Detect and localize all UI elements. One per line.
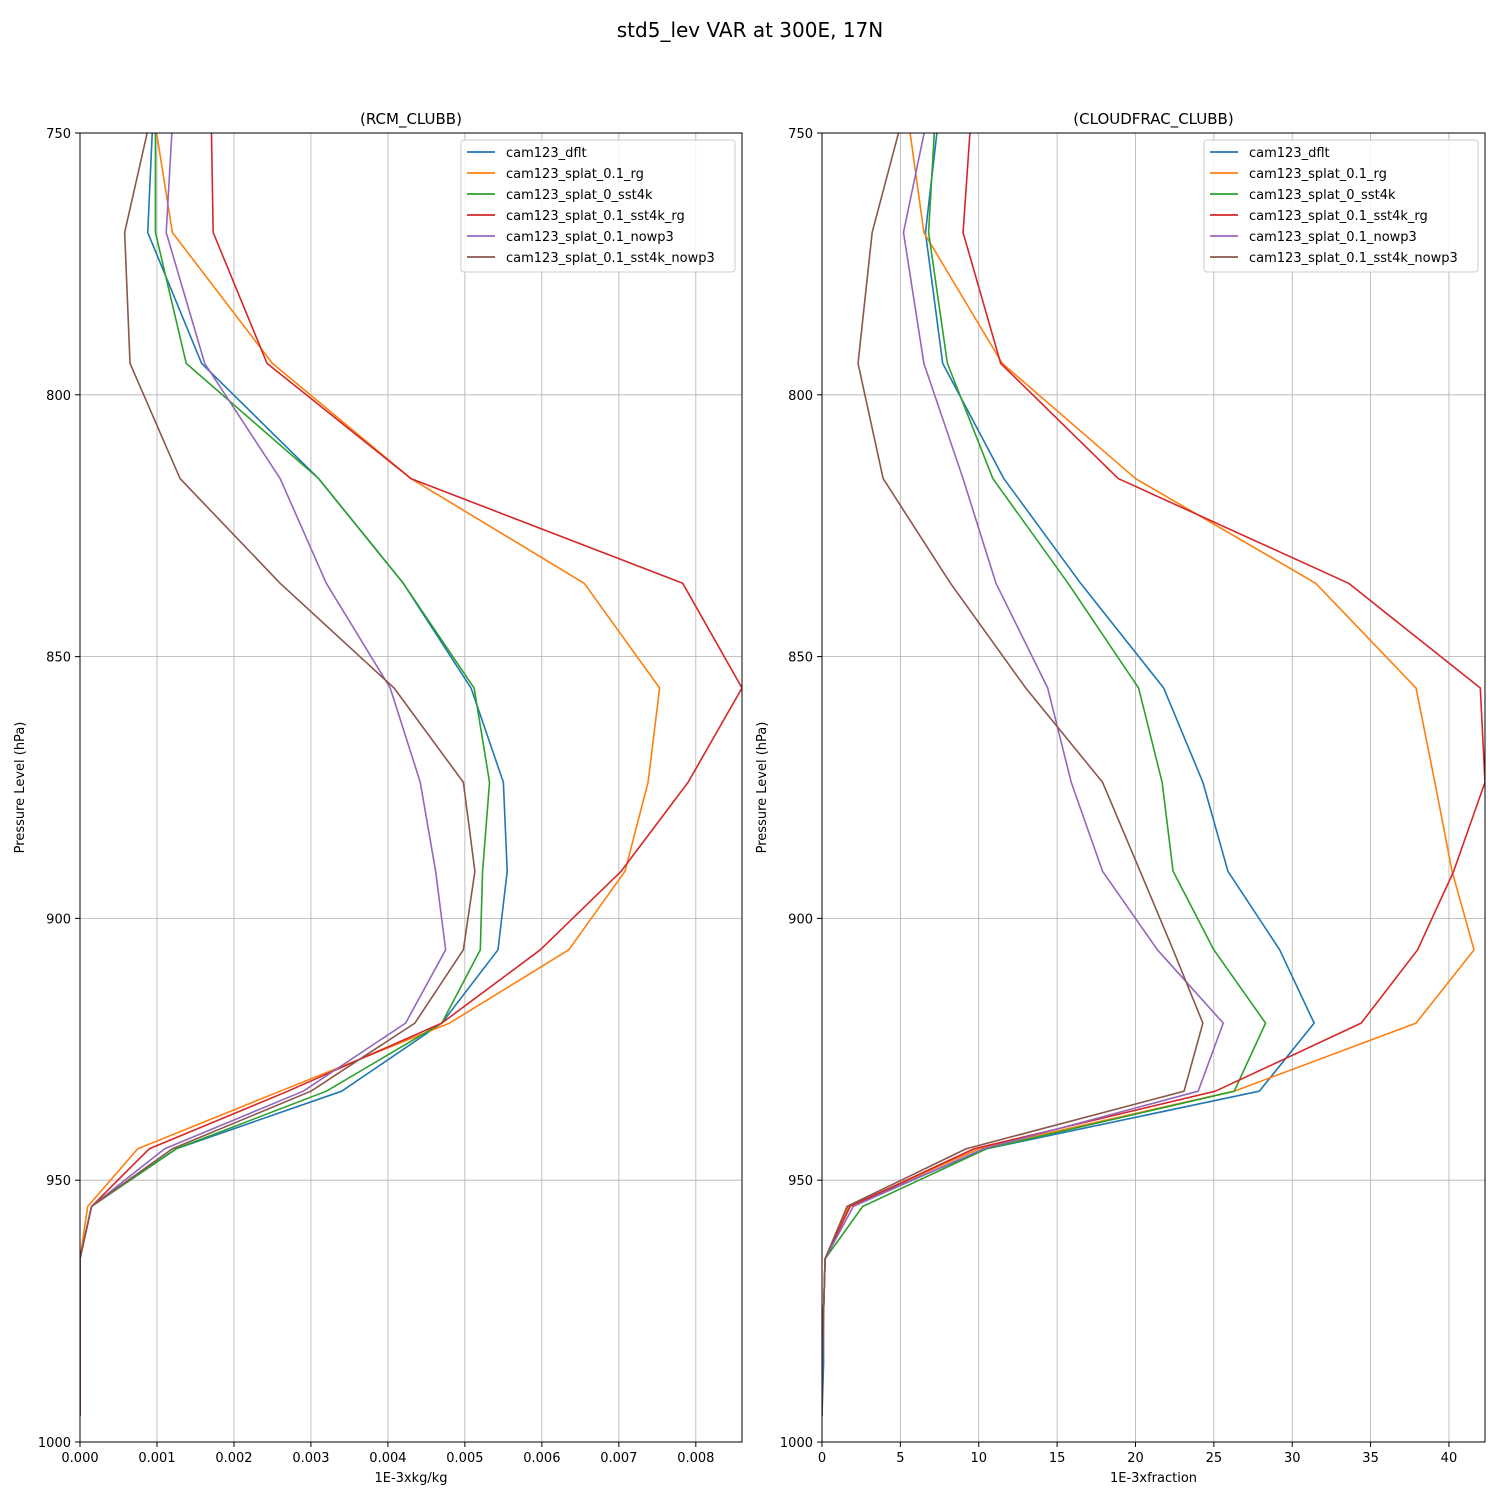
chart-1-ylabel: Pressure Level (hPa) xyxy=(755,722,770,854)
chart-1-title: (CLOUDFRAC_CLUBB) xyxy=(1073,110,1233,129)
chart-0-ylabel: Pressure Level (hPa) xyxy=(13,722,28,854)
chart-1-xtick-label-1: 5 xyxy=(896,1451,904,1466)
chart-1-legend-label-cam123-splat-0-sst4k: cam123_splat_0_sst4k xyxy=(1249,188,1396,203)
chart-0-xtick-label-2: 0.002 xyxy=(215,1451,252,1466)
panel-cloudfrac-clubb: 0 5 10 15 20 25 30 35 40 750 800 850 900 950 1000 (CLOU… xyxy=(755,110,1486,1486)
chart-1-xtick-label-2: 10 xyxy=(970,1451,987,1466)
chart-1-xtick-label-0: 0 xyxy=(818,1451,826,1466)
chart-1-legend-label-cam123-splat-0-1-rg: cam123_splat_0.1_rg xyxy=(1249,167,1387,182)
chart-1-series-cam123-dflt xyxy=(822,133,1315,1416)
chart-1-legend-label-cam123-dflt: cam123_dflt xyxy=(1249,146,1330,161)
chart-0-legend-label-cam123-splat-0-sst4k: cam123_splat_0_sst4k xyxy=(506,188,653,203)
chart-0-series-cam123-splat-0-1-rg xyxy=(80,133,661,1416)
chart-0-title: (RCM_CLUBB) xyxy=(360,110,462,129)
panel-rcm-clubb: 0.000 0.001 0.002 0.003 0.004 0.005 0.006 0.007… xyxy=(13,110,743,1486)
chart-1-ytick-label-5: 1000 xyxy=(780,1436,813,1451)
chart-1-legend-box xyxy=(1203,139,1479,273)
chart-0-ytick-label-5: 1000 xyxy=(38,1436,71,1451)
chart-0-ytick-label-3: 900 xyxy=(46,912,71,927)
chart-1-xlabel: 1E-3xfraction xyxy=(1110,1471,1197,1486)
chart-1-series-cam123-splat-0-1-rg xyxy=(822,133,1475,1416)
chart-1-ytick-label-2: 850 xyxy=(788,651,813,666)
chart-1-xtick-label-8: 40 xyxy=(1441,1451,1458,1466)
chart-0-xtick-label-6: 0.006 xyxy=(523,1451,560,1466)
chart-1-ytick-label-0: 750 xyxy=(788,127,813,142)
chart-0-xlabel: 1E-3xkg/kg xyxy=(374,1471,447,1486)
chart-1-xtick-label-7: 35 xyxy=(1362,1451,1379,1466)
chart-1-xtick-label-3: 15 xyxy=(1049,1451,1066,1466)
chart-1-xtick-label-4: 20 xyxy=(1127,1451,1144,1466)
chart-1-ytick-label-3: 900 xyxy=(788,912,813,927)
chart-1-xtick-label-5: 25 xyxy=(1206,1451,1223,1466)
chart-0-xtick-label-5: 0.005 xyxy=(446,1451,483,1466)
chart-0-legend-label-cam123-splat-0-1-sst4k-rg: cam123_splat_0.1_sst4k_rg xyxy=(506,209,685,224)
figure-title: std5_lev VAR at 300E, 17N xyxy=(617,18,883,42)
chart-0-legend-label-cam123-splat-0-1-rg: cam123_splat_0.1_rg xyxy=(506,167,644,182)
chart-1-series-cam123-splat-0-1-sst4k-rg xyxy=(822,133,1485,1416)
chart-1-xtick-label-6: 30 xyxy=(1284,1451,1301,1466)
chart-1-legend-label-cam123-splat-0-1-sst4k-nowp3: cam123_splat_0.1_sst4k_nowp3 xyxy=(1249,251,1458,266)
chart-0-ytick-label-4: 950 xyxy=(46,1174,71,1189)
chart-0-xtick-label-3: 0.003 xyxy=(292,1451,329,1466)
chart-1-ytick-label-1: 800 xyxy=(788,389,813,404)
chart-0-legend-label-cam123-splat-0-1-sst4k-nowp3: cam123_splat_0.1_sst4k_nowp3 xyxy=(506,251,715,266)
chart-0-xtick-label-4: 0.004 xyxy=(369,1451,406,1466)
chart-0-xtick-label-8: 0.008 xyxy=(677,1451,714,1466)
chart-0-legend-box xyxy=(460,139,736,273)
chart-0-ytick-label-0: 750 xyxy=(46,127,71,142)
chart-0-legend-label-cam123-splat-0-1-nowp3: cam123_splat_0.1_nowp3 xyxy=(506,230,674,245)
chart-0-ytick-label-1: 800 xyxy=(46,389,71,404)
chart-1-series-cam123-splat-0-1-nowp3 xyxy=(822,133,1225,1416)
chart-0-series-cam123-dflt xyxy=(80,133,509,1416)
chart-0-xtick-label-7: 0.007 xyxy=(600,1451,637,1466)
chart-0-series-cam123-splat-0-1-sst4k-nowp3 xyxy=(80,133,476,1416)
chart-1-frame xyxy=(821,132,1486,1443)
chart-0-series-cam123-splat-0-1-sst4k-rg xyxy=(80,133,742,1416)
chart-1-legend-label-cam123-splat-0-1-sst4k-rg: cam123_splat_0.1_sst4k_rg xyxy=(1249,209,1428,224)
chart-0-legend: cam123_dflt cam123_splat_0.1_rg cam123_spl… xyxy=(460,139,736,273)
chart-0-series-cam123-splat-0-sst4k xyxy=(80,133,491,1416)
chart-1-legend-label-cam123-splat-0-1-nowp3: cam123_splat_0.1_nowp3 xyxy=(1249,230,1417,245)
chart-1-series-cam123-splat-0-1-sst4k-nowp3 xyxy=(822,133,1204,1416)
chart-1-ytick-label-4: 950 xyxy=(788,1174,813,1189)
chart-0-ytick-label-2: 850 xyxy=(46,651,71,666)
chart-0-xtick-label-1: 0.001 xyxy=(138,1451,175,1466)
chart-0-legend-label-cam123-dflt: cam123_dflt xyxy=(506,146,587,161)
chart-0-xtick-label-0: 0.000 xyxy=(61,1451,98,1466)
chart-1-series-cam123-splat-0-sst4k xyxy=(822,133,1267,1416)
chart-0-frame xyxy=(79,132,743,1443)
chart-0-series-cam123-splat-0-1-nowp3 xyxy=(80,133,447,1416)
chart-1-legend: cam123_dflt cam123_splat_0.1_rg cam123_spl… xyxy=(1203,139,1479,273)
